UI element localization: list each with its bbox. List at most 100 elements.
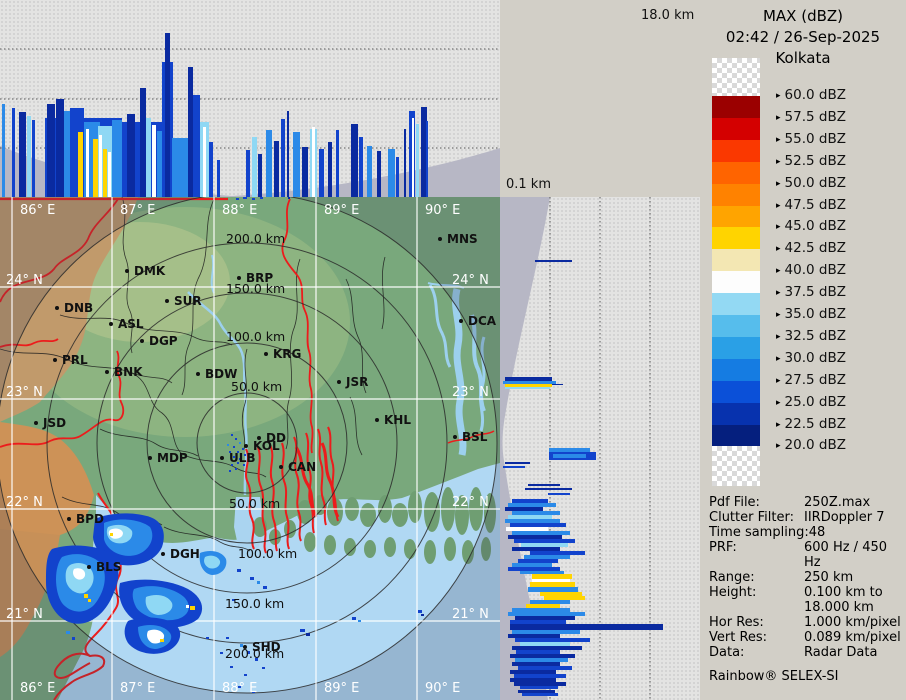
legend-color-block — [712, 424, 760, 447]
legend-color-block — [712, 161, 760, 185]
legend-label: ▸ 32.5 dBZ — [776, 327, 846, 344]
city-label: KHL — [384, 413, 411, 427]
product-title: MAX (dBZ) — [762, 7, 844, 25]
city-label: DMK — [134, 264, 166, 278]
legend-label: ▸ 50.0 dBZ — [776, 174, 846, 191]
top-profile-plot — [0, 33, 500, 197]
sidebar: MAX (dBZ) 02:42 / 26-Sep-2025 Kolkata ▸ 6… — [700, 0, 906, 700]
parallel-label: 24° N — [452, 273, 489, 288]
legend-label: ▸ 47.5 dBZ — [776, 196, 846, 213]
city-dot — [105, 370, 109, 374]
info-value: 250Z.max — [804, 495, 871, 510]
range-ring-label: 200.0 km — [225, 646, 284, 661]
parallel-label: 24° N — [6, 273, 43, 288]
city-dot — [34, 421, 38, 425]
city-label: BRP — [246, 271, 273, 285]
legend-tick-arrow-icon: ▸ — [776, 91, 781, 101]
legend-tick-arrow-icon: ▸ — [776, 112, 781, 123]
info-row: Height: 0.100 km to 18.000 km — [709, 585, 903, 615]
legend-tick-arrow-icon: ▸ — [776, 419, 781, 430]
legend-tick-arrow-icon: ▸ — [776, 266, 781, 277]
legend-label: ▸ 30.0 dBZ — [776, 349, 846, 366]
legend-label: ▸ 45.0 dBZ — [776, 218, 846, 235]
city-dot — [161, 552, 165, 556]
legend-tick-arrow-icon: ▸ — [776, 397, 781, 408]
legend-tick-arrow-icon: ▸ — [776, 200, 781, 211]
city-label: CAN — [288, 460, 316, 474]
meridian-label: 89° E — [324, 203, 359, 218]
parallel-label: 21° N — [452, 607, 489, 622]
legend-label: ▸ 57.5 dBZ — [776, 108, 846, 125]
legend-tick-arrow-icon: ▸ — [776, 288, 781, 299]
city-label: ULB — [229, 451, 256, 465]
map-echo-blobs — [46, 197, 424, 693]
range-ring-label: 150.0 km — [225, 596, 284, 611]
info-label: Data: — [709, 644, 745, 660]
city-label: SHD — [252, 640, 281, 654]
legend-tick-arrow-icon: ▸ — [776, 222, 781, 233]
dbz-color-legend: ▸ 60.0 dBZ ▸ 57.5 dBZ ▸ 55.0 dBZ ▸ 52.5 dBZ ▸ 50.… — [700, 0, 906, 490]
side-echo-bars — [503, 260, 663, 696]
product-datetime: 02:42 / 26-Sep-2025 — [725, 28, 881, 46]
legend-tick-arrow-icon: ▸ — [776, 156, 781, 167]
city-dot — [337, 380, 341, 384]
parallel-label: 22° N — [452, 495, 489, 510]
range-ring-label: 150.0 km — [226, 281, 285, 296]
info-label: Hor Res: — [709, 614, 764, 630]
meridian-label: 90° E — [425, 203, 460, 218]
meridian-label: 86° E — [20, 203, 55, 218]
city-label: BLS — [96, 560, 121, 574]
parallel-label: 23° N — [6, 385, 43, 400]
meridian-label: 88° E — [222, 203, 257, 218]
side-profile-plot — [500, 197, 663, 700]
info-label: Pdf File: — [709, 495, 760, 510]
city-label: DGH — [170, 547, 200, 561]
info-value: 48 — [808, 525, 826, 541]
city-dot — [67, 517, 71, 521]
legend-label: ▸ 22.5 dBZ — [776, 415, 846, 432]
range-ring-label: 50.0 km — [231, 379, 282, 394]
legend-tick-arrow-icon: ▸ — [776, 310, 781, 320]
legend-tick-arrow-icon: ▸ — [776, 375, 781, 386]
top-height-profile-panel — [0, 0, 500, 197]
city-label: DD — [266, 431, 286, 445]
legend-tick-arrow-icon: ▸ — [776, 353, 781, 364]
info-value: 600 Hz / 450 Hz — [804, 540, 888, 570]
city-label: BSL — [462, 430, 488, 444]
radar-map-panel: 200.0 km 150.0 km 100.0 km 50.0 km 50.0 km 10… — [0, 197, 500, 700]
legend-color-block — [712, 315, 760, 338]
meridian-label: 87° E — [120, 203, 155, 218]
city-dot — [257, 436, 261, 440]
scan-info-rows: Pdf File: 250Z.max Clutter Filter: IIRDoppl… — [709, 495, 903, 661]
city-label: MNS — [447, 232, 478, 246]
legend-tick-arrow-icon: ▸ — [776, 441, 781, 452]
legend-label: ▸ 55.0 dBZ — [776, 130, 846, 147]
city-dot — [453, 435, 457, 439]
legend-tick-arrow-icon: ▸ — [776, 331, 781, 342]
info-value: 1.000 km/pixel — [804, 614, 901, 630]
info-row: Time sampling: 48 — [709, 526, 903, 541]
city-label: JSR — [345, 375, 368, 389]
info-row: Data: Radar Data — [709, 644, 903, 661]
legend-label: ▸ 37.5 dBZ — [776, 284, 846, 301]
legend-color-block — [712, 293, 760, 316]
legend-color-block — [712, 380, 760, 404]
meridian-label: 87° E — [120, 681, 155, 696]
city-dot — [264, 352, 268, 356]
legend-label: ▸ 40.0 dBZ — [776, 262, 846, 279]
city-dot — [438, 237, 442, 241]
info-row: PRF: 600 Hz / 450 Hz — [709, 540, 903, 570]
legend-color-block — [712, 58, 760, 96]
product-header: MAX (dBZ) 02:42 / 26-Sep-2025 Kolkata — [700, 6, 906, 69]
legend-color-block — [712, 227, 760, 250]
city-dot — [220, 456, 224, 460]
city-dot — [165, 299, 169, 303]
city-markers: DMK BRP MNS SUR DNB ASL DGP KRG PRL BNK BDW JSR DCA K… — [34, 232, 497, 654]
info-label: Time sampling: — [709, 525, 809, 541]
city-dot — [279, 465, 283, 469]
scan-info-panel: Pdf File: 250Z.max Clutter Filter: IIRDoppl… — [709, 495, 903, 684]
city-dot — [244, 444, 248, 448]
city-dot — [53, 358, 57, 362]
legend-label: ▸ 20.0 dBZ — [776, 437, 846, 454]
range-ring-label: 50.0 km — [229, 496, 280, 511]
